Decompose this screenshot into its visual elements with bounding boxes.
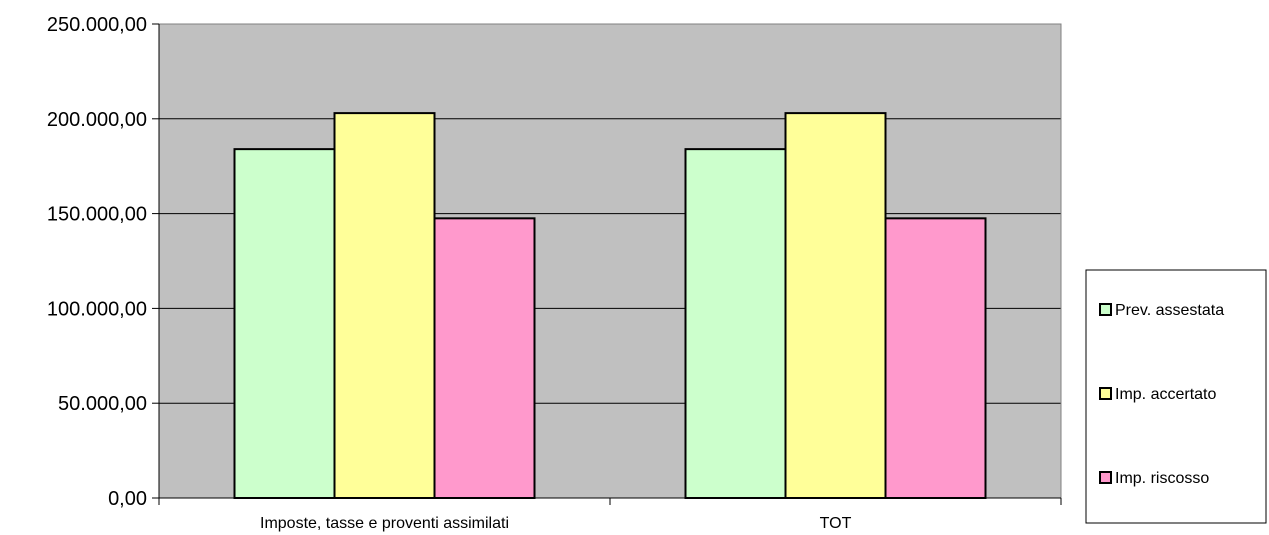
legend-label: Imp. accertato bbox=[1115, 386, 1216, 403]
bar bbox=[233, 148, 336, 500]
y-tick-label: 0,00 bbox=[108, 488, 147, 510]
x-axis-labels: Imposte, tasse e proventi assimilati TOT bbox=[260, 515, 852, 532]
legend-label: Prev. assestata bbox=[1115, 302, 1224, 319]
y-axis-labels: 0,00 50.000,00 100.000,00 150.000,00 200.000… bbox=[47, 14, 147, 510]
y-tick-label: 250.000,00 bbox=[47, 14, 147, 36]
bar bbox=[333, 112, 436, 499]
bar bbox=[884, 217, 987, 499]
x-tick-label: TOT bbox=[820, 515, 852, 532]
legend-label: Imp. riscosso bbox=[1115, 470, 1209, 487]
bar bbox=[684, 148, 787, 500]
bar bbox=[784, 112, 887, 499]
bar bbox=[433, 217, 536, 499]
legend: Prev. assestata Imp. accertato Imp. riscos… bbox=[1085, 269, 1267, 524]
axes bbox=[152, 23, 1062, 505]
x-tick-label: Imposte, tasse e proventi assimilati bbox=[260, 515, 509, 532]
legend-swatch bbox=[1099, 387, 1112, 400]
y-tick-label: 150.000,00 bbox=[47, 204, 147, 226]
y-tick-label: 200.000,00 bbox=[47, 109, 147, 131]
bars bbox=[233, 112, 987, 500]
legend-box bbox=[1085, 269, 1267, 524]
legend-swatch bbox=[1099, 471, 1112, 484]
legend-swatch bbox=[1099, 303, 1112, 316]
y-tick-label: 50.000,00 bbox=[58, 393, 147, 415]
y-tick-label: 100.000,00 bbox=[47, 298, 147, 320]
